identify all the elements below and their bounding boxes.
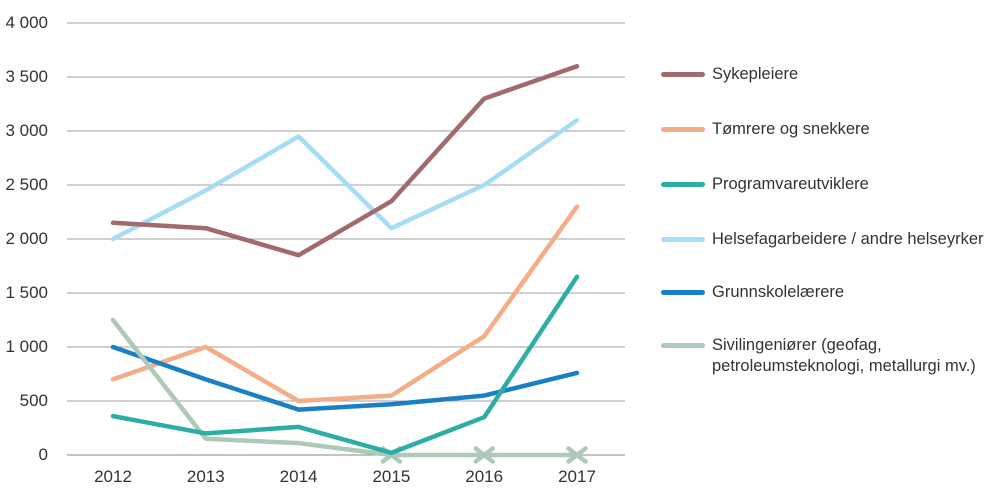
x-tick-label: 2012 <box>94 467 132 486</box>
legend-swatch <box>661 72 705 77</box>
series-line-0 <box>110 63 580 258</box>
legend-label: Sykepleiere <box>712 65 799 83</box>
x-marker <box>566 446 588 464</box>
legend-label: Sivilingeniører (geofag, petroleumstekno… <box>712 336 976 375</box>
legend-swatch <box>661 343 705 348</box>
y-tick-label: 0 <box>38 445 48 464</box>
y-tick-label: 500 <box>19 391 48 410</box>
legend-swatch <box>661 290 705 295</box>
legend-label: Grunnskolelærere <box>712 283 845 301</box>
x-tick-label: 2017 <box>558 467 596 486</box>
legend-label: Tømrere og snekkere <box>712 120 870 138</box>
legend-label: Helsefagarbeidere / andre helseyrker <box>712 230 984 248</box>
x-tick-label: 2015 <box>372 467 411 486</box>
x-tick-label: 2016 <box>465 467 504 486</box>
series-line-2 <box>110 274 580 456</box>
x-tick-label: 2013 <box>186 467 225 486</box>
series-line-3 <box>110 117 580 242</box>
y-tick-label: 3 500 <box>5 67 48 86</box>
y-tick-label: 2 500 <box>5 175 48 194</box>
y-tick-label: 3 000 <box>5 121 48 140</box>
legend-swatch <box>661 127 705 132</box>
x-marker <box>473 446 495 464</box>
legend: Sykepleiere Tømrere og snekkere Programv… <box>660 0 998 502</box>
y-tick-label: 1 500 <box>5 283 48 302</box>
y-tick-label: 2 000 <box>5 229 48 248</box>
y-tick-label: 4 000 <box>5 13 48 32</box>
legend-swatch <box>661 182 705 187</box>
legend-swatch <box>661 237 705 242</box>
legend-label: Programvareutviklere <box>712 175 869 193</box>
x-tick-label: 2014 <box>279 467 318 486</box>
series-line-1 <box>110 204 580 404</box>
y-tick-label: 1 000 <box>5 337 48 356</box>
series-line-5 <box>110 317 580 458</box>
